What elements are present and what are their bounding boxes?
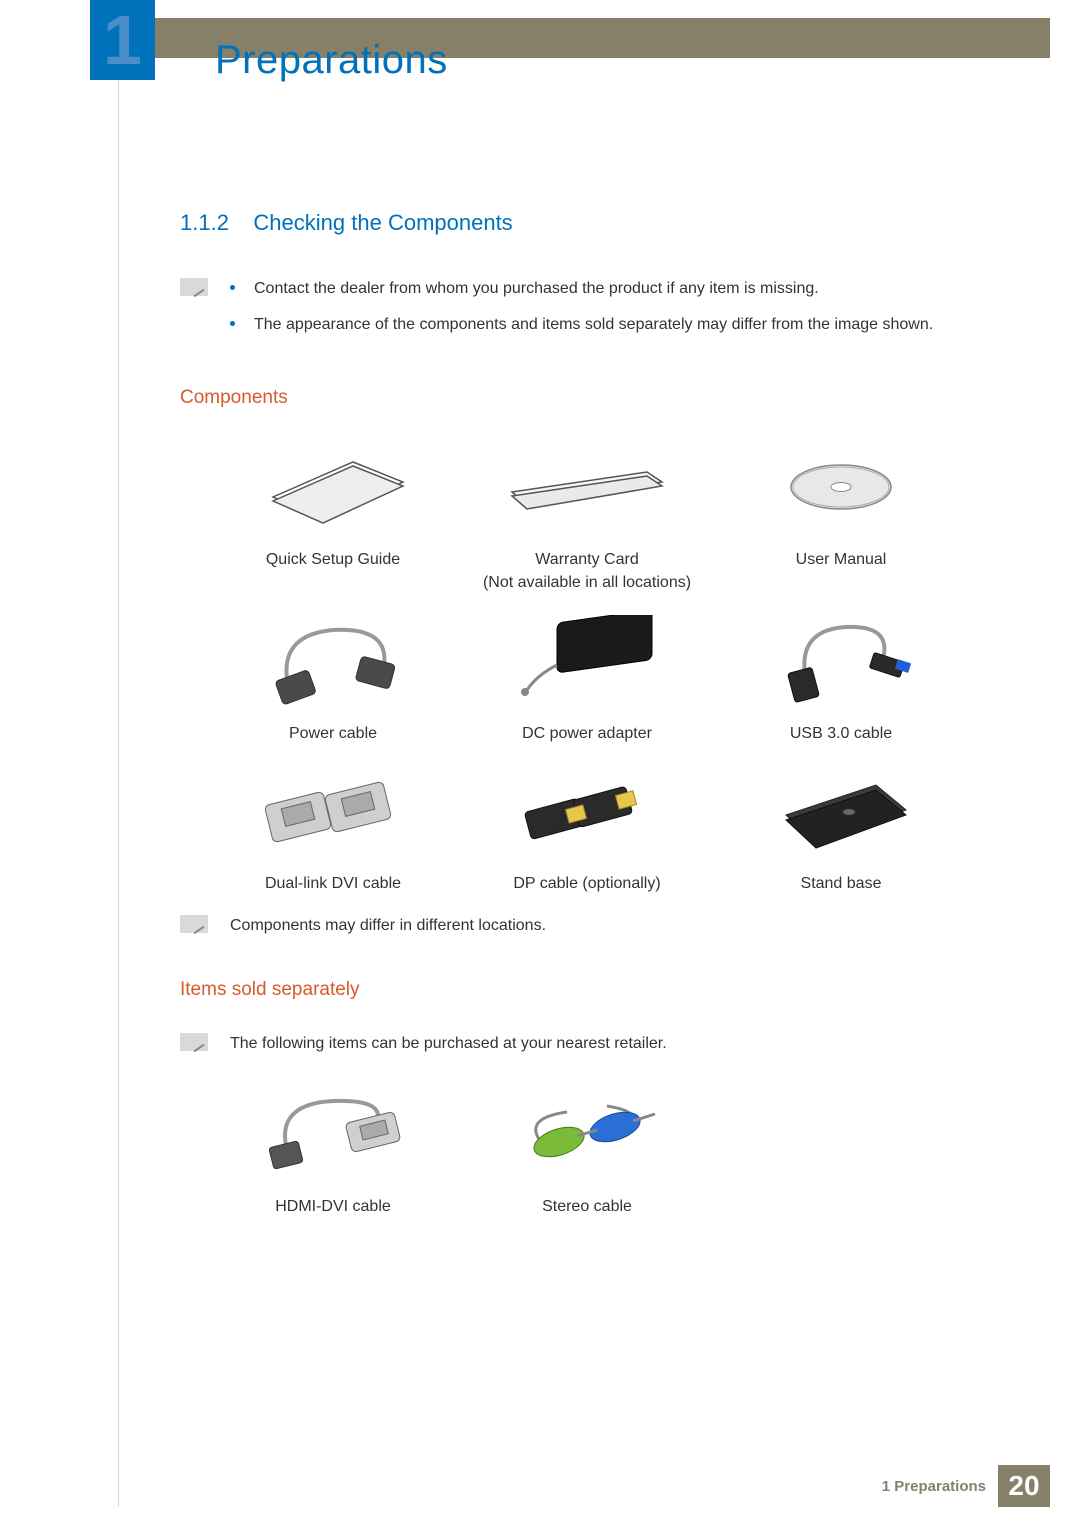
- footer: 1 Preparations 20: [882, 1465, 1050, 1507]
- component-label: DP cable (optionally): [472, 872, 702, 895]
- component-cell: Dual-link DVI cable: [218, 763, 448, 895]
- note-icon: [180, 1033, 208, 1051]
- intro-bullet-list: Contact the dealer from whom you purchas…: [230, 276, 1010, 347]
- left-margin-rule: [118, 80, 119, 1507]
- component-label: User Manual: [726, 548, 956, 571]
- component-label: Warranty Card: [535, 551, 638, 568]
- component-label: Dual-link DVI cable: [218, 872, 448, 895]
- note-icon: [180, 278, 208, 296]
- components-grid: Quick Setup Guide Warranty Card (Not ava…: [218, 439, 1010, 895]
- component-cell: Warranty Card (Not available in all loca…: [472, 439, 702, 594]
- page-title: Preparations: [215, 38, 448, 83]
- separate-label: HDMI-DVI cable: [218, 1195, 448, 1218]
- component-label: Stand base: [726, 872, 956, 895]
- page-number: 20: [998, 1465, 1050, 1507]
- stand-base-icon: [726, 763, 956, 858]
- dvi-cable-icon: [218, 763, 448, 858]
- components-note: Components may differ in different locat…: [230, 913, 1010, 939]
- component-sublabel: (Not available in all locations): [483, 574, 691, 591]
- component-label: DC power adapter: [472, 722, 702, 745]
- separate-note: The following items can be purchased at …: [230, 1031, 1010, 1057]
- component-label: Power cable: [218, 722, 448, 745]
- separate-cell: Stereo cable: [472, 1086, 702, 1218]
- intro-bullet: Contact the dealer from whom you purchas…: [230, 276, 1010, 302]
- content-area: 1.1.2 Checking the Components Contact th…: [180, 210, 1010, 1218]
- component-cell: DP cable (optionally): [472, 763, 702, 895]
- power-cable-icon: [218, 613, 448, 708]
- component-cell: User Manual: [726, 439, 956, 594]
- components-note-row: Components may differ in different locat…: [180, 913, 1010, 939]
- component-cell: Stand base: [726, 763, 956, 895]
- dp-cable-icon: [472, 763, 702, 858]
- separate-label: Stereo cable: [472, 1195, 702, 1218]
- separate-cell: HDMI-DVI cable: [218, 1086, 448, 1218]
- intro-bullet: The appearance of the components and ite…: [230, 312, 1010, 338]
- hdmi-dvi-cable-icon: [218, 1086, 448, 1181]
- quick-setup-guide-icon: [218, 439, 448, 534]
- usb-cable-icon: [726, 613, 956, 708]
- components-heading: Components: [180, 387, 1010, 409]
- section-title: Checking the Components: [253, 210, 512, 235]
- warranty-card-icon: [472, 439, 702, 534]
- component-label: Quick Setup Guide: [218, 548, 448, 571]
- component-label: USB 3.0 cable: [726, 722, 956, 745]
- footer-text: 1 Preparations: [882, 1478, 986, 1495]
- intro-note-row: Contact the dealer from whom you purchas…: [180, 276, 1010, 347]
- component-cell: Quick Setup Guide: [218, 439, 448, 594]
- chapter-number-tab: 1: [90, 0, 155, 80]
- separate-grid: HDMI-DVI cable Stereo cable: [218, 1086, 1010, 1218]
- section-heading: 1.1.2 Checking the Components: [180, 210, 1010, 236]
- component-cell: DC power adapter: [472, 613, 702, 745]
- component-cell: USB 3.0 cable: [726, 613, 956, 745]
- separate-heading: Items sold separately: [180, 979, 1010, 1001]
- dc-adapter-icon: [472, 613, 702, 708]
- user-manual-icon: [726, 439, 956, 534]
- section-number: 1.1.2: [180, 210, 229, 235]
- component-cell: Power cable: [218, 613, 448, 745]
- note-icon: [180, 915, 208, 933]
- separate-note-row: The following items can be purchased at …: [180, 1031, 1010, 1057]
- stereo-cable-icon: [472, 1086, 702, 1181]
